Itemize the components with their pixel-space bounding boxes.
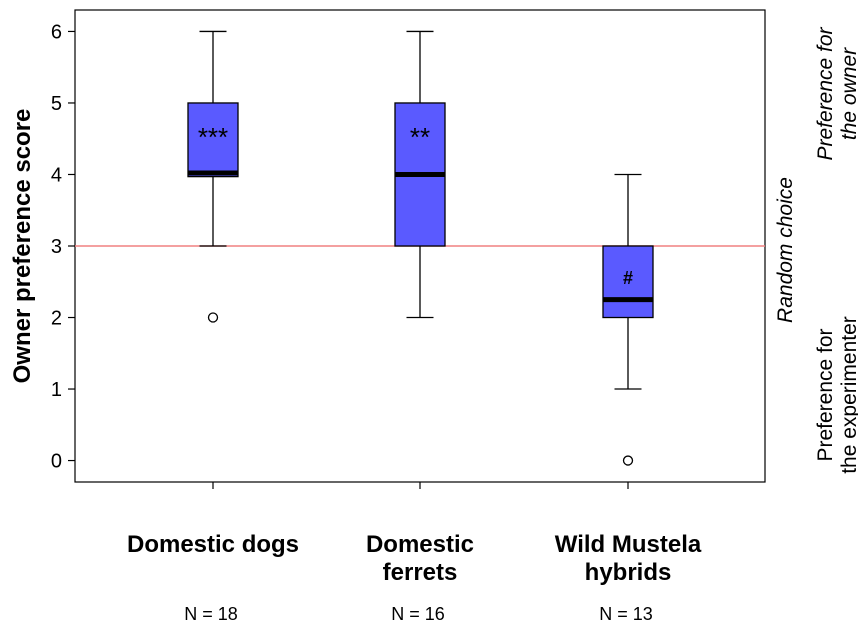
y-tick-label: 1 bbox=[51, 379, 62, 401]
y-axis-label: Owner preference score bbox=[9, 109, 36, 384]
x-category-label: Domestic dogs bbox=[127, 531, 299, 558]
side-label-line: Preference for bbox=[814, 26, 837, 160]
side-label-line: the owner bbox=[838, 47, 858, 140]
y-tick-label: 2 bbox=[51, 308, 62, 330]
significance-label: ** bbox=[410, 122, 430, 152]
iqr-box bbox=[602, 245, 654, 319]
x-category-label: hybrids bbox=[585, 559, 672, 586]
significance-label: *** bbox=[198, 122, 228, 152]
box-group: # bbox=[602, 173, 654, 466]
sample-size-label: N = 13 bbox=[599, 604, 653, 624]
x-category-label: Wild Mustela bbox=[555, 531, 702, 558]
sample-size-label: N = 18 bbox=[184, 604, 238, 624]
sample-size-label: N = 16 bbox=[391, 604, 445, 624]
y-tick-label: 4 bbox=[51, 164, 62, 186]
y-tick-label: 5 bbox=[51, 93, 62, 115]
random-choice-side-label: Random choice bbox=[774, 177, 797, 323]
outlier-point bbox=[622, 455, 634, 466]
outlier-point bbox=[207, 312, 219, 323]
y-tick-label: 3 bbox=[51, 236, 62, 258]
significance-label: # bbox=[623, 268, 633, 288]
x-category-label: Domestic bbox=[366, 531, 474, 558]
owner-preference-side-label: Preference for the owner bbox=[814, 26, 858, 160]
side-label-line: the experimenter bbox=[838, 316, 858, 474]
x-category-label: ferrets bbox=[383, 559, 458, 586]
box-group: *** bbox=[187, 30, 239, 323]
side-label-line: Preference for bbox=[814, 328, 837, 461]
experimenter-preference-side-label: Preference for the experimenter bbox=[814, 316, 858, 474]
y-tick-label: 0 bbox=[51, 451, 62, 473]
iqr-box bbox=[187, 102, 239, 178]
box-group: ** bbox=[394, 30, 446, 319]
y-tick-label: 6 bbox=[51, 21, 62, 43]
